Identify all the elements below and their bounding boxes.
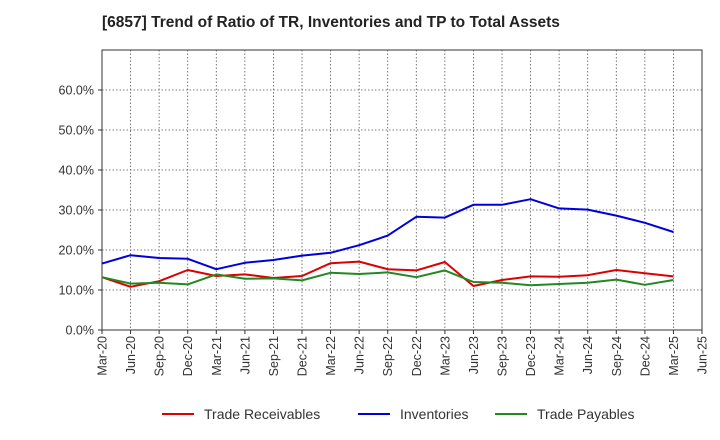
plot-frame bbox=[101, 49, 703, 331]
y-tick-label: 0.0% bbox=[66, 324, 95, 338]
x-tick-label: Jun-24 bbox=[581, 336, 595, 374]
x-tick-label: Mar-22 bbox=[324, 336, 338, 376]
x-tick-label: Dec-23 bbox=[524, 336, 538, 376]
y-tick-label: 30.0% bbox=[59, 204, 94, 218]
x-tick-label: Mar-21 bbox=[210, 336, 224, 376]
chart-title: [6857] Trend of Ratio of TR, Inventories… bbox=[102, 14, 560, 31]
y-tick-label: 10.0% bbox=[59, 284, 94, 298]
x-tick-label: Sep-20 bbox=[153, 336, 167, 376]
x-tick-label: Jun-23 bbox=[467, 336, 481, 374]
y-tick-label: 60.0% bbox=[59, 84, 94, 98]
x-tick-label: Sep-24 bbox=[610, 336, 624, 376]
x-tick-label: Mar-23 bbox=[438, 336, 452, 376]
legend-label-trade-receivables: Trade Receivables bbox=[204, 406, 320, 422]
x-tick-label: Jun-22 bbox=[353, 336, 367, 374]
y-tick-label: 50.0% bbox=[59, 124, 94, 138]
x-tick-label: Dec-20 bbox=[181, 336, 195, 376]
x-tick-label: Jun-20 bbox=[124, 336, 138, 374]
x-tick-label: Sep-22 bbox=[381, 336, 395, 376]
x-tick-label: Dec-24 bbox=[638, 336, 652, 376]
y-tick-label: 40.0% bbox=[59, 164, 94, 178]
x-tick-label: Jun-25 bbox=[696, 336, 710, 374]
series-line-trade-receivables bbox=[101, 260, 674, 288]
x-tick-label: Mar-24 bbox=[553, 336, 567, 376]
series-line-trade-payables bbox=[101, 269, 674, 287]
series-line-inventories bbox=[101, 198, 674, 271]
x-tick-label: Dec-21 bbox=[296, 336, 310, 376]
x-tick-label: Mar-25 bbox=[667, 336, 681, 376]
x-tick-label: Jun-21 bbox=[238, 336, 252, 374]
legend-label-trade-payables: Trade Payables bbox=[537, 406, 635, 422]
legend-label-inventories: Inventories bbox=[400, 406, 468, 422]
y-tick-label: 20.0% bbox=[59, 244, 94, 258]
x-tick-label: Sep-23 bbox=[496, 336, 510, 376]
x-tick-label: Dec-22 bbox=[410, 336, 424, 376]
x-tick-label: Sep-21 bbox=[267, 336, 281, 376]
x-tick-label: Mar-20 bbox=[96, 336, 110, 376]
